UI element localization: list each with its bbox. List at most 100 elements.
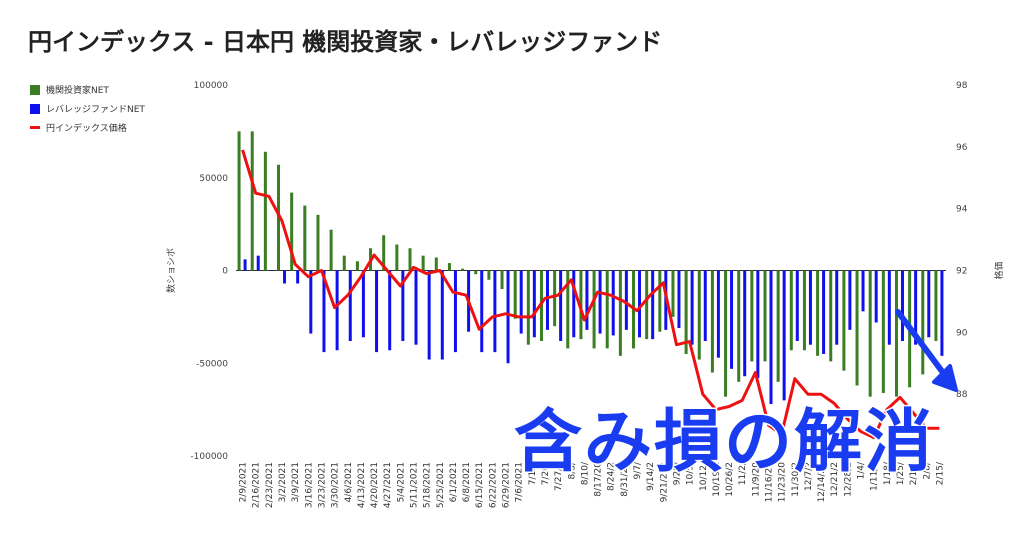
bar-institutional — [421, 255, 425, 271]
bar-institutional — [697, 270, 701, 360]
x-tick-label: 4/20/2021 — [370, 462, 380, 508]
bar-leveraged — [559, 270, 563, 341]
bar-leveraged — [835, 270, 839, 345]
y-axis-label: 数ショシボ — [165, 248, 177, 293]
y-tick-label: 0 — [222, 267, 228, 277]
legend: 機関投資家NET レバレッジファンドNET 円インデックス価格 — [30, 80, 145, 137]
x-tick-label: 3/9/2021 — [291, 462, 301, 502]
bar-leveraged — [532, 270, 536, 338]
bar-leveraged — [887, 270, 891, 345]
x-tick-label: 2/8/ — [922, 461, 932, 479]
bar-leveraged — [506, 270, 510, 364]
x-tick-label: 2/1/2 — [909, 462, 919, 485]
bar-leveraged — [848, 270, 852, 330]
bar-institutional — [921, 270, 925, 375]
bar-leveraged — [388, 270, 392, 351]
bar-institutional — [671, 270, 675, 317]
x-tick-label: 6/8/2021 — [462, 462, 472, 502]
x-tick-label: 4/6/2021 — [344, 462, 354, 502]
x-tick-label: 7/27/2 — [554, 462, 564, 491]
price-line — [241, 149, 940, 439]
x-tick-label: 5/4/2021 — [396, 462, 406, 502]
bar-institutional — [776, 270, 780, 382]
y-tick-label: 100000 — [194, 81, 229, 91]
bar-leveraged — [624, 270, 628, 330]
bar-leveraged — [927, 270, 931, 338]
bar-leveraged — [256, 255, 260, 271]
bar-institutional — [658, 270, 662, 332]
bar-institutional — [802, 270, 806, 351]
x-tick-label: 6/1/2021 — [449, 462, 459, 502]
x-tick-label: 8/10/ — [580, 461, 590, 485]
bar-institutional — [592, 270, 596, 349]
bar-leveraged — [782, 270, 786, 401]
legend-label-institutional: 機関投資家NET — [46, 86, 109, 96]
bar-institutional — [763, 270, 767, 362]
bar-leveraged — [493, 270, 497, 353]
bar-institutional — [724, 270, 728, 397]
bar-leveraged — [716, 270, 720, 358]
x-tick-label: 11/16/20 — [765, 462, 775, 503]
y2-tick-label: 88 — [956, 390, 968, 400]
bar-institutional — [710, 270, 714, 373]
y2-tick-label: 94 — [956, 205, 968, 215]
bar-leveraged — [598, 270, 602, 334]
x-tick-label: 9/7/ — [633, 461, 643, 479]
bar-institutional — [316, 214, 320, 271]
x-tick-label: 7/6/2021 — [515, 462, 525, 502]
x-tick-label: 11/30/2 — [791, 462, 801, 497]
bar-institutional — [816, 270, 820, 356]
x-tick-label: 2/23/2021 — [265, 462, 275, 508]
bar-institutional — [342, 255, 346, 271]
x-tick-label: 2/16/2021 — [252, 462, 262, 508]
x-tick-label: 2/9/2021 — [239, 462, 249, 502]
bar-institutional — [395, 244, 399, 271]
bar-leveraged — [677, 270, 681, 329]
bar-leveraged — [874, 270, 878, 323]
bar-leveraged — [453, 270, 457, 353]
legend-item-leveraged: レバレッジファンドNET — [30, 99, 145, 118]
bar-leveraged — [769, 270, 773, 405]
bar-institutional — [447, 263, 451, 271]
x-tick-label: 11/23/20 — [778, 462, 788, 503]
bar-leveraged — [808, 270, 812, 345]
x-tick-label: 12/21/2 — [830, 462, 840, 497]
x-tick-label: 3/23/2021 — [317, 462, 327, 508]
x-tick-label: 5/25/2021 — [436, 462, 446, 508]
x-tick-label: 10/5/ — [686, 461, 696, 485]
bar-institutional — [526, 270, 530, 345]
bar-leveraged — [480, 270, 484, 353]
y2-axis-label: 格価 — [993, 261, 1005, 279]
x-tick-label: 8/31/20 — [620, 462, 630, 497]
bar-leveraged — [322, 270, 326, 353]
bar-leveraged — [414, 270, 418, 345]
bar-institutional — [684, 270, 688, 354]
bar-leveraged — [861, 270, 865, 312]
legend-item-institutional: 機関投資家NET — [30, 80, 145, 99]
x-tick-label: 10/12/ — [699, 461, 709, 491]
x-tick-label: 4/27/2021 — [383, 462, 393, 508]
bar-leveraged — [795, 270, 799, 341]
legend-swatch-price — [30, 126, 40, 129]
bar-leveraged — [545, 270, 549, 330]
x-tick-label: 3/16/2021 — [304, 462, 314, 508]
bar-leveraged — [243, 259, 247, 271]
x-tick-label: 11/9/20 — [751, 462, 761, 497]
y2-tick-label: 90 — [956, 328, 968, 338]
bar-institutional — [513, 270, 517, 319]
bar-leveraged — [914, 270, 918, 345]
legend-label-leveraged: レバレッジファンドNET — [46, 105, 145, 115]
bar-leveraged — [269, 270, 273, 271]
bar-institutional — [645, 270, 649, 340]
bar-institutional — [842, 270, 846, 371]
x-tick-label: 10/19/2 — [712, 462, 722, 497]
bar-leveraged — [348, 270, 352, 341]
bar-leveraged — [822, 270, 826, 354]
bar-leveraged — [296, 270, 300, 284]
bar-leveraged — [361, 270, 365, 338]
bar-leveraged — [611, 270, 615, 336]
arrowhead-icon — [932, 364, 958, 392]
x-tick-label: 6/22/2021 — [488, 462, 498, 508]
x-tick-label: 10/26/2 — [725, 462, 735, 497]
